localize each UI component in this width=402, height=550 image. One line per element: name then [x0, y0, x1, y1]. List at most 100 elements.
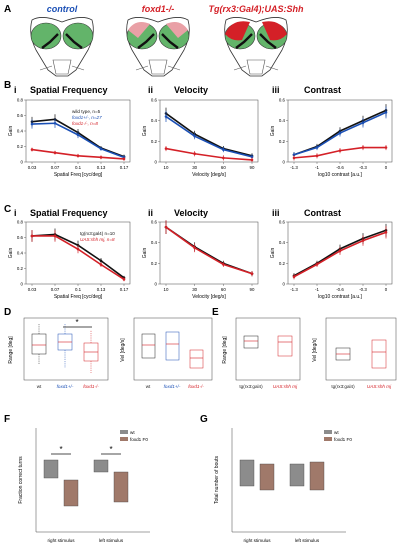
- y-axis-label: Gain: [8, 248, 14, 259]
- d-vel-x-mut: foxd1-/-: [188, 384, 204, 389]
- d-range-ylabel: Range [deg]: [8, 336, 14, 364]
- panel-e-range-plot: Range [deg] tg(rx3:gal4) UAS:shh mj: [222, 317, 301, 389]
- panel-b-legend: wild type, n=5 foxd1+/-, n=27 foxd1-/-, …: [72, 109, 102, 126]
- y-tick-label: 0.4: [17, 129, 24, 134]
- data-point: [361, 121, 365, 125]
- x-tick-label: -0.3: [359, 165, 367, 170]
- legend-c-uas: UAS:shh mj, n=8: [80, 237, 115, 242]
- panel-label-g: G: [200, 414, 208, 425]
- y-tick-label: 0.4: [17, 251, 24, 256]
- data-point: [250, 155, 254, 159]
- data-point: [53, 234, 57, 238]
- e-vel-x-uas: UAS:shh mj: [367, 384, 392, 389]
- x-tick-label: 0.1: [75, 287, 82, 292]
- data-point: [292, 275, 296, 279]
- f-legend-foxd1: foxd1 F0: [130, 437, 148, 442]
- d-range-x-wt: wt: [37, 384, 42, 389]
- plot-frame: [159, 99, 259, 163]
- panel-c-legend: tg(rx3:gal4) n=10 UAS:shh mj, n=8: [80, 231, 115, 242]
- panel-d-vel-plot: Vel [deg/s] wt foxd1+/- foxd1-/-: [120, 317, 213, 389]
- chart-c-spatial-frequency: 0 0.2 0.4 0.6 0.8 0.03 0.07 0.1 0.13 0.17 Gain Spat…: [8, 220, 131, 300]
- y-tick-label: 0.4: [279, 118, 286, 123]
- series-line: [165, 226, 253, 275]
- brain-schematic-control: [30, 17, 94, 77]
- x-tick-label: -1.3: [290, 287, 298, 292]
- data-point: [76, 247, 80, 251]
- g-x-right: right stimulus: [243, 538, 271, 543]
- data-point: [193, 246, 196, 250]
- y-tick-label: 0.6: [151, 98, 158, 103]
- x-tick-label: -1: [315, 287, 319, 292]
- chart-c-velocity: 0 0.2 0.4 0.6 10 30 60 90 Gain Velocity [deg/s]: [142, 220, 259, 300]
- x-axis-label: Velocity [deg/s]: [192, 294, 226, 300]
- data-point: [76, 154, 80, 158]
- data-point: [222, 263, 225, 266]
- brain-schematic-foxd1: [126, 17, 190, 77]
- x-tick-label: 0.13: [97, 165, 106, 170]
- panel-b-sub-iii: iii: [272, 85, 280, 95]
- data-point: [99, 263, 103, 266]
- data-point: [338, 249, 342, 253]
- y-tick-label: 0.2: [151, 261, 158, 266]
- brain-schematic-tg: [224, 17, 288, 77]
- x-axis-label: log10 contrast [a.u.]: [318, 294, 363, 300]
- panel-c-title-con: Contrast: [304, 208, 341, 218]
- data-point: [122, 278, 126, 281]
- data-point: [99, 156, 103, 159]
- d-range-x-mut: foxd1-/-: [83, 384, 99, 389]
- x-tick-label: -0.3: [359, 287, 367, 292]
- g-legend-foxd1: foxd1 F0: [334, 437, 352, 442]
- data-point: [384, 231, 388, 234]
- x-tick-label: 0.13: [97, 287, 106, 292]
- x-tick-label: 0.07: [51, 165, 60, 170]
- d-range-x-het: foxd1+/-: [57, 384, 74, 389]
- data-point: [338, 149, 342, 152]
- y-tick-label: 0.6: [279, 220, 286, 225]
- e-range-ylabel: Range [deg]: [222, 336, 228, 364]
- legend-c-tg: tg(rx3:gal4) n=10: [80, 231, 115, 236]
- data-point: [292, 156, 296, 160]
- y-tick-label: 0: [21, 160, 24, 165]
- f-sig-star-right: *: [59, 445, 62, 454]
- x-axis-label: Spatial Freq [cyc/deg]: [54, 294, 103, 300]
- data-point: [250, 158, 254, 162]
- data-point: [53, 151, 57, 154]
- x-tick-label: -0.6: [336, 165, 344, 170]
- panel-c-sub-i: i: [14, 208, 17, 218]
- data-point: [315, 154, 319, 158]
- panel-label-b: B: [4, 80, 11, 91]
- panel-f-plot: Fraction correct turns * * wt foxd1 F0 r…: [18, 428, 150, 543]
- y-axis-label: Gain: [8, 126, 14, 137]
- data-point: [292, 153, 296, 157]
- data-point: [164, 115, 168, 118]
- data-point: [384, 111, 388, 114]
- data-point: [30, 234, 34, 238]
- e-vel-ylabel: Vel [deg/s]: [312, 338, 318, 362]
- panel-b-title-con: Contrast: [304, 85, 341, 95]
- plot-frame: [159, 221, 259, 285]
- y-tick-label: 0.6: [17, 113, 24, 118]
- x-axis-label: log10 contrast [a.u.]: [318, 172, 363, 178]
- data-point: [30, 148, 34, 151]
- y-tick-label: 0.6: [279, 98, 286, 103]
- x-tick-label: 0.03: [28, 165, 37, 170]
- panel-label-d: D: [4, 307, 11, 318]
- x-tick-label: 10: [164, 165, 169, 170]
- d-vel-ylabel: Vel [deg/s]: [120, 338, 126, 362]
- panel-c-title-vel: Velocity: [174, 208, 208, 218]
- x-tick-label: 0: [385, 165, 388, 170]
- panel-b-title-sf: Spatial Frequency: [30, 85, 108, 95]
- data-point: [99, 147, 103, 151]
- e-vel-x-tg: tg(rx3:gal4): [331, 384, 355, 389]
- y-axis-label: Gain: [142, 248, 148, 259]
- x-tick-label: -1: [315, 165, 319, 170]
- x-tick-label: 90: [250, 165, 255, 170]
- f-x-left: left stimulus: [99, 538, 124, 543]
- panel-d-range-plot: Range [deg] * wt foxd1+/- foxd1-/-: [8, 317, 109, 389]
- data-point: [99, 259, 103, 263]
- panel-label-c: C: [4, 204, 11, 215]
- legend-b-het: foxd1+/-, n=27: [72, 115, 102, 120]
- f-x-right: right stimulus: [47, 538, 75, 543]
- panel-g-plot: Total number of bouts wt foxd1 F0 right …: [214, 428, 352, 543]
- data-point: [122, 157, 126, 161]
